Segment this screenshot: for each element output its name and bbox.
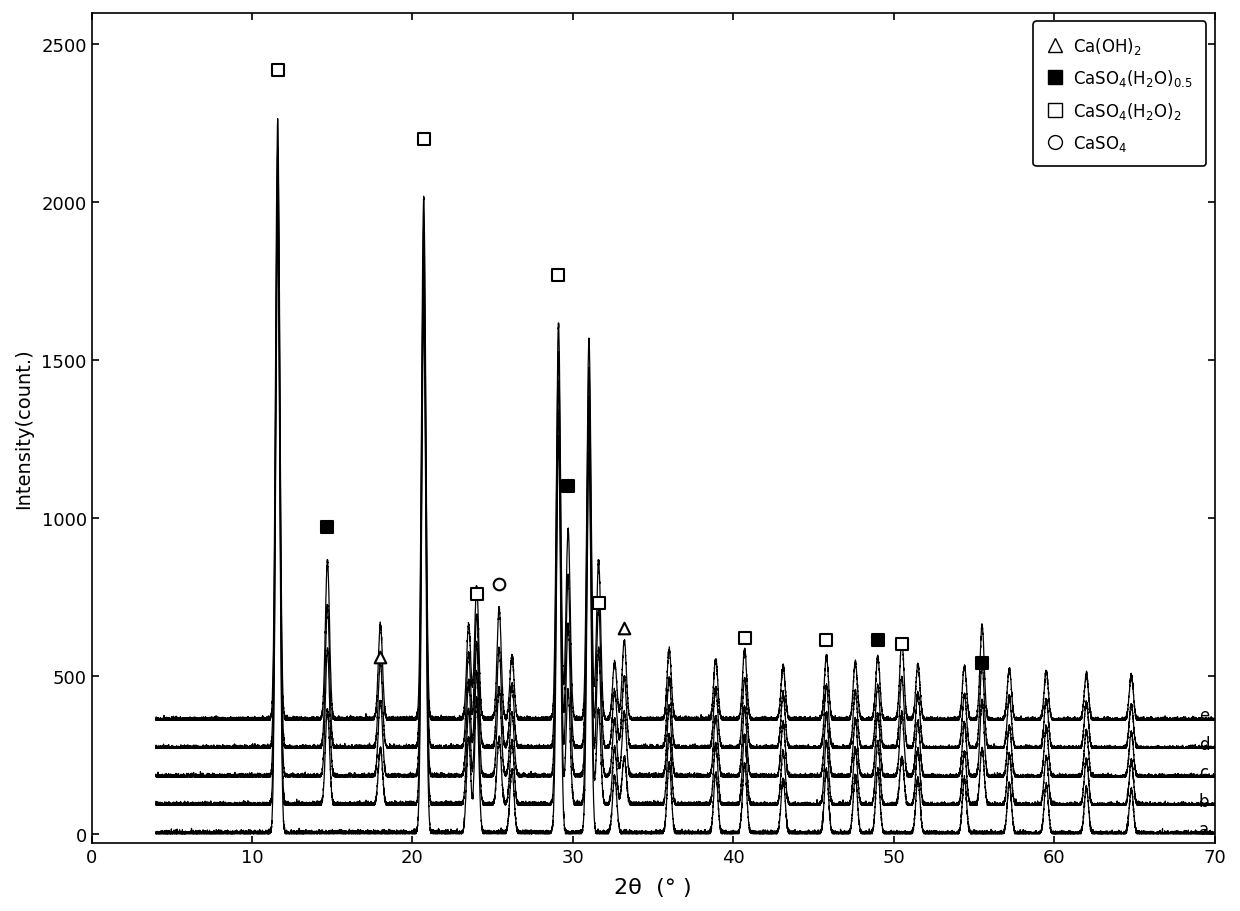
Point (317, 520, 337, 535)
Point (589, 597, 609, 611)
Point (371, 650, 391, 664)
Point (268, 64, 288, 78)
Legend: Ca(OH)$_2$, CaSO$_4$(H$_2$O)$_{0.5}$, CaSO$_4$(H$_2$O)$_2$, CaSO$_4$: Ca(OH)$_2$, CaSO$_4$(H$_2$O)$_{0.5}$, Ca… (1033, 22, 1207, 167)
Point (490, 578, 510, 592)
Text: e: e (1199, 707, 1209, 724)
Point (558, 479, 578, 494)
Point (868, 632, 888, 647)
Text: a: a (1199, 820, 1209, 838)
Text: b: b (1199, 792, 1209, 810)
Text: d: d (1199, 735, 1209, 752)
Point (972, 656, 992, 670)
Text: c: c (1199, 763, 1208, 782)
Point (614, 621, 634, 636)
Point (734, 631, 754, 646)
Y-axis label: Intensity(count.): Intensity(count.) (14, 348, 33, 509)
Point (892, 638, 911, 652)
X-axis label: 2θ  (° ): 2θ (° ) (614, 877, 692, 897)
Point (548, 269, 568, 283)
Point (414, 133, 434, 148)
Point (816, 632, 836, 647)
Point (466, 587, 486, 601)
